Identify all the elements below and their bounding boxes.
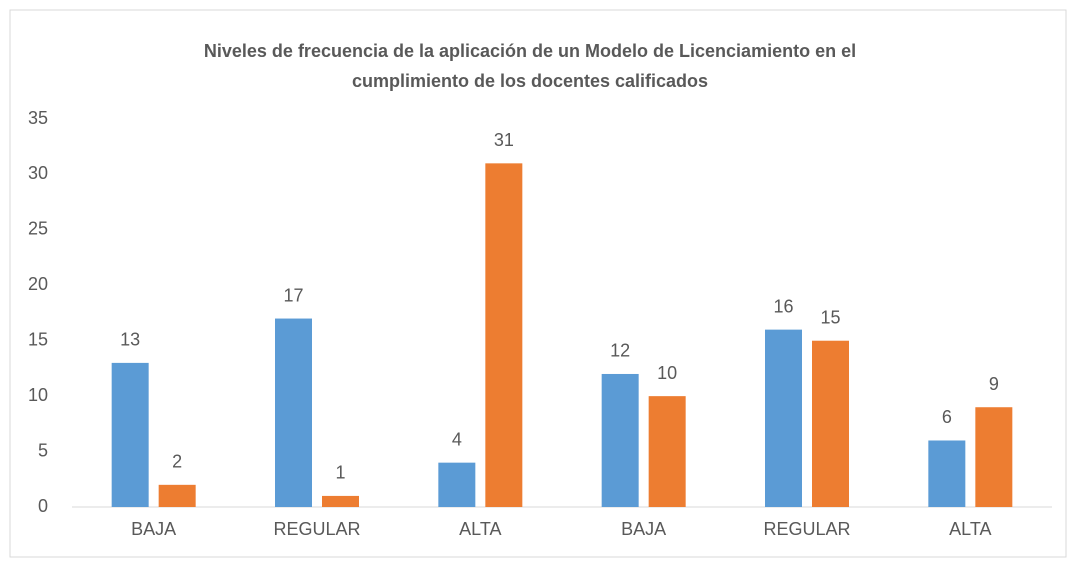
- x-tick-label: BAJA: [621, 519, 666, 539]
- bar: [648, 396, 686, 507]
- y-tick-label: 30: [28, 163, 48, 183]
- data-label: 31: [494, 130, 514, 150]
- x-tick-label: REGULAR: [763, 519, 850, 539]
- bar: [275, 318, 312, 507]
- data-label: 1: [335, 463, 345, 483]
- y-tick-label: 0: [38, 496, 48, 516]
- data-label: 12: [610, 341, 630, 361]
- data-label: 16: [773, 296, 793, 316]
- x-tick-label: REGULAR: [273, 519, 360, 539]
- x-tick-label: BAJA: [131, 519, 176, 539]
- y-tick-label: 25: [28, 219, 48, 239]
- data-label: 15: [820, 307, 840, 327]
- chart-title: cumplimiento de los docentes calificados: [352, 71, 708, 91]
- bar: [975, 407, 1013, 507]
- bar: [601, 373, 639, 507]
- chart-border: [9, 9, 1067, 558]
- y-tick-label: 15: [28, 329, 48, 349]
- chart-title: Niveles de frecuencia de la aplicación d…: [204, 41, 856, 61]
- bar: [765, 329, 802, 507]
- x-tick-label: ALTA: [459, 519, 501, 539]
- bar: [111, 362, 149, 507]
- data-label: 10: [657, 363, 677, 383]
- data-label: 2: [172, 452, 182, 472]
- bar: [485, 163, 523, 508]
- y-tick-label: 10: [28, 385, 48, 405]
- y-tick-label: 35: [28, 108, 48, 128]
- data-label: 6: [942, 407, 952, 427]
- x-tick-label: ALTA: [949, 519, 991, 539]
- bar: [928, 440, 966, 507]
- data-label: 9: [989, 374, 999, 394]
- bar: [322, 495, 359, 507]
- data-label: 4: [452, 429, 462, 449]
- y-tick-label: 20: [28, 274, 48, 294]
- y-tick-label: 5: [38, 440, 48, 460]
- data-label: 17: [283, 285, 303, 305]
- bar: [812, 340, 849, 507]
- data-label: 13: [120, 330, 140, 350]
- bar: [438, 462, 476, 507]
- bar: [158, 484, 196, 507]
